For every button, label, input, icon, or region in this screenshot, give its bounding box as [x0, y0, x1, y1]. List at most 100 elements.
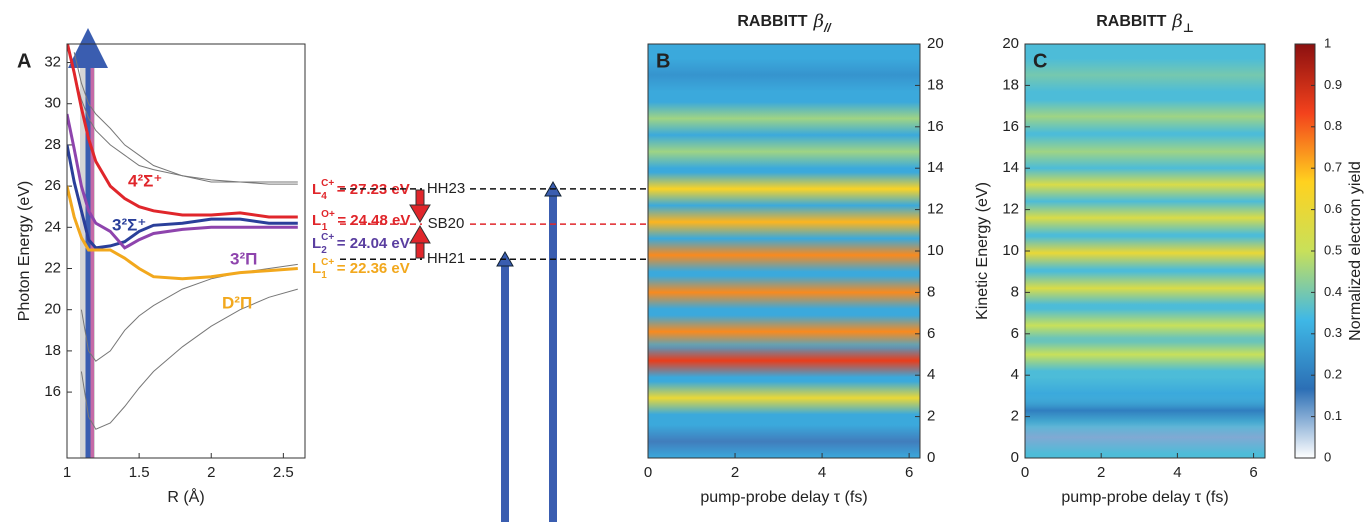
y-axis-label: Photon Energy (eV) [16, 181, 33, 322]
band [648, 172, 920, 206]
frame [1024, 43, 1266, 459]
colorbar-tick-label: 0.1 [1324, 408, 1342, 423]
curve [67, 113, 298, 250]
y-tick-label: 18 [1002, 76, 1019, 93]
panel-label: B [656, 50, 670, 72]
colorbar-tick-label: 0.4 [1324, 284, 1342, 299]
x-axis-label: R (Å) [167, 487, 204, 506]
band [648, 424, 920, 458]
colorbar-tick-label: 0.8 [1324, 118, 1342, 133]
x-tick-label: 1 [63, 464, 71, 481]
curve [67, 185, 298, 281]
x-tick-label: 2 [1097, 464, 1105, 481]
y-tick-label: 0 [927, 449, 935, 466]
band [648, 135, 920, 169]
x-axis-label: pump-probe delay τ (fs) [1061, 489, 1228, 506]
band [1025, 236, 1265, 270]
band [1025, 58, 1265, 92]
band [648, 205, 920, 239]
state-label: 4²Σ⁺ [128, 171, 162, 190]
level-sup: C+ [321, 232, 334, 243]
y-tick-label: 24 [44, 218, 61, 235]
band [648, 315, 920, 349]
band [1025, 337, 1265, 372]
curve [67, 44, 298, 185]
y-tick-label: 2 [1011, 408, 1019, 425]
colorbar-tick-label: 0.5 [1324, 242, 1342, 257]
x-tick-label: 4 [818, 464, 826, 481]
y-tick-label: 16 [927, 118, 944, 135]
title-subscript: // [823, 21, 832, 35]
state-label: 3²Π [230, 249, 257, 268]
level-sub: 2 [321, 245, 327, 256]
y-tick-label: 12 [1002, 201, 1019, 218]
level-label: LC+ 2 = 24.04 eV [312, 232, 410, 256]
frame [647, 43, 921, 459]
y-tick-label: 26 [44, 177, 61, 194]
title-symbol: β [813, 11, 824, 32]
title-text: RABBITT [737, 13, 807, 30]
y-tick-label: 18 [44, 342, 61, 359]
colorbar-label: Normalized electron yield [1347, 161, 1364, 341]
frame [66, 43, 306, 459]
x-tick-label: 0 [644, 464, 652, 481]
annotation: HH23 [427, 180, 465, 197]
panel-label: A [17, 50, 31, 72]
y-tick-label: 16 [1002, 118, 1019, 135]
curve [67, 144, 298, 250]
band [648, 101, 920, 136]
band [1025, 168, 1265, 202]
y-tick-label: 6 [1011, 325, 1019, 342]
x-tick-label: 1.5 [129, 464, 150, 481]
level-sup: O+ [321, 209, 335, 220]
y-tick-label: 20 [44, 301, 61, 318]
curve [80, 288, 298, 430]
band [648, 58, 920, 92]
y-tick-label: 4 [927, 366, 935, 383]
colorbar-tick-label: 1 [1324, 35, 1331, 50]
title-symbol: β [1171, 11, 1182, 32]
y-tick-label: 14 [927, 159, 944, 176]
level-sub: 1 [322, 222, 328, 233]
colorbar-tick-label: 0.7 [1324, 160, 1342, 175]
x-tick-label: 2 [207, 464, 215, 481]
annotation: HH21 [427, 250, 465, 267]
colorbar-tick-label: 0.9 [1324, 77, 1342, 92]
level-name: L [312, 235, 321, 252]
y-tick-label: 18 [927, 76, 944, 93]
x-tick-label: 2.5 [273, 464, 294, 481]
band [648, 238, 920, 272]
y-tick-label: 14 [1002, 159, 1019, 176]
y-tick-label: 6 [927, 325, 935, 342]
curve [73, 52, 298, 183]
y-tick-label: 10 [927, 242, 944, 259]
y-tick-label: 22 [44, 259, 61, 276]
arrow-head [409, 204, 431, 223]
title-text: RABBITT [1096, 13, 1166, 30]
y-tick-label: 20 [927, 35, 944, 52]
arrow-head [409, 225, 431, 244]
band [1025, 377, 1265, 411]
x-tick-label: 6 [905, 464, 913, 481]
band [1025, 271, 1265, 305]
y-tick-label: 2 [927, 408, 935, 425]
band [1025, 99, 1265, 134]
title-subscript: ⊥ [1183, 21, 1194, 35]
level-label: LO+ 1 = 24.48 eV [312, 209, 410, 233]
band [648, 344, 920, 378]
level-sub: 1 [321, 270, 327, 281]
level-sub: 4 [321, 191, 327, 202]
band [1025, 201, 1265, 235]
y-tick-label: 28 [44, 136, 61, 153]
y-tick-label: 8 [1011, 283, 1019, 300]
y-tick-label: 12 [927, 201, 944, 218]
y-tick-label: 10 [1002, 242, 1019, 259]
x-tick-label: 4 [1173, 464, 1181, 481]
annotation: SB20 [428, 215, 465, 232]
level-name: L [312, 260, 321, 277]
level-name: L [312, 181, 321, 198]
state-label: D²Π [222, 293, 252, 312]
level-value: = 24.48 eV [337, 212, 410, 229]
colorbar-tick-label: 0.3 [1324, 325, 1342, 340]
colorbar-tick-label: 0.2 [1324, 367, 1342, 382]
